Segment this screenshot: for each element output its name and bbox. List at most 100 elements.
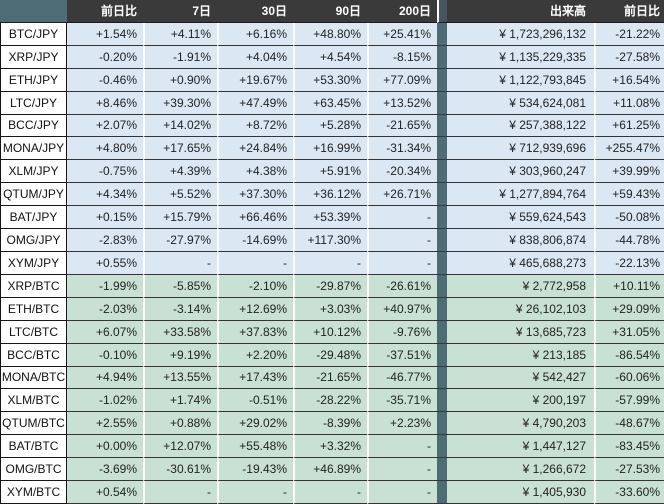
change-1d-cell: -1.99% [67, 274, 143, 298]
pair-label: QTUM/BTC [0, 412, 67, 436]
change-30d-cell: -2.10% [217, 274, 293, 298]
change-1d-cell: +4.80% [67, 137, 143, 161]
table-row: MONA/JPY +4.80% +17.65% +24.84% +16.99% -31.3… [0, 137, 664, 161]
change-7d-cell: +9.19% [143, 343, 217, 367]
table-row: OMG/BTC -3.69% -30.61% -19.43% +46.89% - ¥ 1,2… [0, 458, 664, 482]
volume-cell: ¥ 257,388,122 [447, 114, 594, 138]
change-90d-cell: -8.39% [293, 412, 367, 436]
change-1d-cell: -2.03% [67, 297, 143, 321]
volume-change-1d-cell: +255.47% [594, 137, 664, 161]
change-90d-cell: +10.12% [293, 320, 367, 344]
change-7d-cell: +4.39% [143, 160, 217, 184]
table-row: LTC/BTC +6.07% +33.58% +37.83% +10.12% -9.76%… [0, 320, 664, 344]
change-7d-cell: +1.74% [143, 389, 217, 413]
section-divider-cell [437, 91, 447, 115]
volume-change-1d-cell: -57.99% [594, 389, 664, 413]
section-divider-cell [437, 68, 447, 92]
volume-change-1d-cell: -27.58% [594, 45, 664, 69]
change-200d-cell: - [367, 435, 437, 459]
change-200d-cell: -35.71% [367, 389, 437, 413]
change-200d-cell: +2.23% [367, 412, 437, 436]
change-30d-cell: -14.69% [217, 229, 293, 252]
pair-label: XYM/BTC [0, 481, 67, 504]
change-7d-cell: +5.52% [143, 183, 217, 207]
pair-label: OMG/JPY [0, 229, 67, 252]
table-row: OMG/JPY -2.83% -27.97% -14.69% +117.30% - ¥ 83… [0, 229, 664, 252]
volume-cell: ¥ 1,122,793,845 [447, 68, 594, 92]
table-row: BTC/JPY +1.54% +4.11% +6.16% +48.80% +25.41% ¥… [0, 22, 664, 46]
header-volume-change-1d: 前日比 [594, 0, 664, 23]
change-7d-cell: - [143, 481, 217, 504]
change-90d-cell: -29.87% [293, 274, 367, 298]
change-200d-cell: -37.51% [367, 343, 437, 367]
change-90d-cell: +53.39% [293, 206, 367, 230]
section-divider-cell [437, 481, 447, 504]
change-1d-cell: -0.20% [67, 45, 143, 69]
volume-cell: ¥ 1,405,930 [447, 481, 594, 504]
change-200d-cell: -9.76% [367, 320, 437, 344]
volume-cell: ¥ 200,197 [447, 389, 594, 413]
change-30d-cell: +4.38% [217, 160, 293, 184]
pair-label: XRP/BTC [0, 274, 67, 298]
table-row: BAT/JPY +0.15% +15.79% +66.46% +53.39% - ¥ 559… [0, 206, 664, 230]
change-1d-cell: +0.55% [67, 251, 143, 275]
section-divider-cell [437, 274, 447, 298]
table-row: XYM/BTC +0.54% - - - - ¥ 1,405,930 -33.60% [0, 481, 664, 504]
volume-cell: ¥ 712,939,696 [447, 137, 594, 161]
header-change-90d: 90日 [293, 0, 367, 23]
change-1d-cell: -0.10% [67, 343, 143, 367]
change-7d-cell: +39.30% [143, 91, 217, 115]
pair-label: XLM/BTC [0, 389, 67, 413]
volume-cell: ¥ 26,102,103 [447, 297, 594, 321]
section-divider-cell [437, 137, 447, 161]
section-divider-cell [437, 160, 447, 184]
header-section-divider [437, 0, 447, 23]
change-200d-cell: -20.34% [367, 160, 437, 184]
table-row: QTUM/BTC +2.55% +0.88% +29.02% -8.39% +2.23% ¥… [0, 412, 664, 436]
change-30d-cell: +66.46% [217, 206, 293, 230]
section-divider-cell [437, 22, 447, 46]
corner-cell [0, 0, 67, 23]
change-30d-cell: +6.16% [217, 22, 293, 46]
pair-label: BCC/JPY [0, 114, 67, 138]
change-1d-cell: +0.54% [67, 481, 143, 504]
section-divider-cell [437, 45, 447, 69]
change-200d-cell: +26.71% [367, 183, 437, 207]
volume-cell: ¥ 534,624,081 [447, 91, 594, 115]
change-1d-cell: +4.94% [67, 366, 143, 390]
volume-change-1d-cell: +11.08% [594, 91, 664, 115]
change-90d-cell: +53.30% [293, 68, 367, 92]
volume-change-1d-cell: +39.99% [594, 160, 664, 184]
volume-change-1d-cell: -50.08% [594, 206, 664, 230]
header-volume: 出来高 [447, 0, 594, 23]
change-1d-cell: +1.54% [67, 22, 143, 46]
section-divider-cell [437, 297, 447, 321]
change-200d-cell: +40.97% [367, 297, 437, 321]
change-90d-cell: -28.22% [293, 389, 367, 413]
table-row: MONA/BTC +4.94% +13.55% +17.43% -21.65% -46.7… [0, 366, 664, 390]
section-divider-cell [437, 251, 447, 275]
volume-cell: ¥ 4,790,203 [447, 412, 594, 436]
volume-cell: ¥ 1,266,672 [447, 458, 594, 482]
change-7d-cell: -3.14% [143, 297, 217, 321]
volume-cell: ¥ 838,806,874 [447, 229, 594, 252]
change-90d-cell: +3.03% [293, 297, 367, 321]
pair-label: BCC/BTC [0, 343, 67, 367]
change-200d-cell: - [367, 251, 437, 275]
change-7d-cell: +14.02% [143, 114, 217, 138]
volume-change-1d-cell: +10.11% [594, 274, 664, 298]
change-30d-cell: +37.83% [217, 320, 293, 344]
change-200d-cell: -26.61% [367, 274, 437, 298]
change-90d-cell: +63.45% [293, 91, 367, 115]
pair-label: ETH/BTC [0, 297, 67, 321]
section-divider-cell [437, 389, 447, 413]
table-row: XRP/BTC -1.99% -5.85% -2.10% -29.87% -26.61% ¥… [0, 274, 664, 298]
volume-cell: ¥ 303,960,247 [447, 160, 594, 184]
change-90d-cell: -29.48% [293, 343, 367, 367]
section-divider-cell [437, 343, 447, 367]
section-divider-cell [437, 206, 447, 230]
volume-change-1d-cell: +59.43% [594, 183, 664, 207]
change-90d-cell: +36.12% [293, 183, 367, 207]
table-header-row: 前日比 7日 30日 90日 200日 出来高 前日比 [0, 0, 664, 23]
volume-change-1d-cell: -86.54% [594, 343, 664, 367]
